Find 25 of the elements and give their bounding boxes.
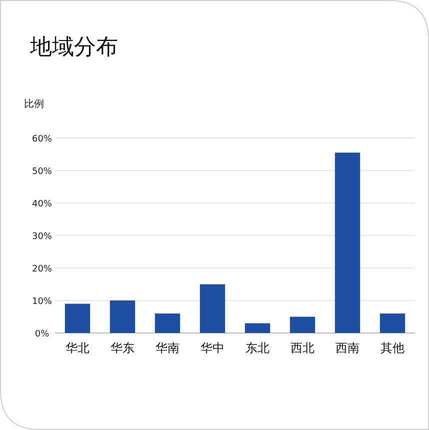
y-axis-title: 比例 <box>24 98 44 110</box>
y-tick-label: 0% <box>34 330 50 340</box>
x-tick-label: 东北 <box>246 341 270 355</box>
x-tick-label: 华中 <box>200 341 224 355</box>
bar <box>110 300 136 333</box>
y-tick-label: 30% <box>32 232 52 242</box>
y-tick-label: 20% <box>32 264 52 274</box>
chart-title: 地域分布 <box>29 35 118 60</box>
x-tick-label: 西北 <box>290 341 314 355</box>
x-tick-label: 华东 <box>110 341 134 355</box>
bar <box>64 304 90 333</box>
y-tick-label: 50% <box>32 167 52 177</box>
bar <box>380 314 406 333</box>
bar <box>154 314 180 333</box>
y-tick-label: 40% <box>32 200 52 210</box>
x-tick-label: 华南 <box>156 341 180 355</box>
bar <box>244 323 270 333</box>
x-tick-label: 西南 <box>336 341 360 355</box>
y-tick-label: 60% <box>32 134 52 144</box>
x-tick-label: 华北 <box>66 341 90 355</box>
y-tick-label: 10% <box>32 297 52 307</box>
bar <box>290 316 316 333</box>
bar <box>200 284 226 333</box>
bar <box>334 152 360 333</box>
x-tick-label: 其他 <box>380 341 404 355</box>
